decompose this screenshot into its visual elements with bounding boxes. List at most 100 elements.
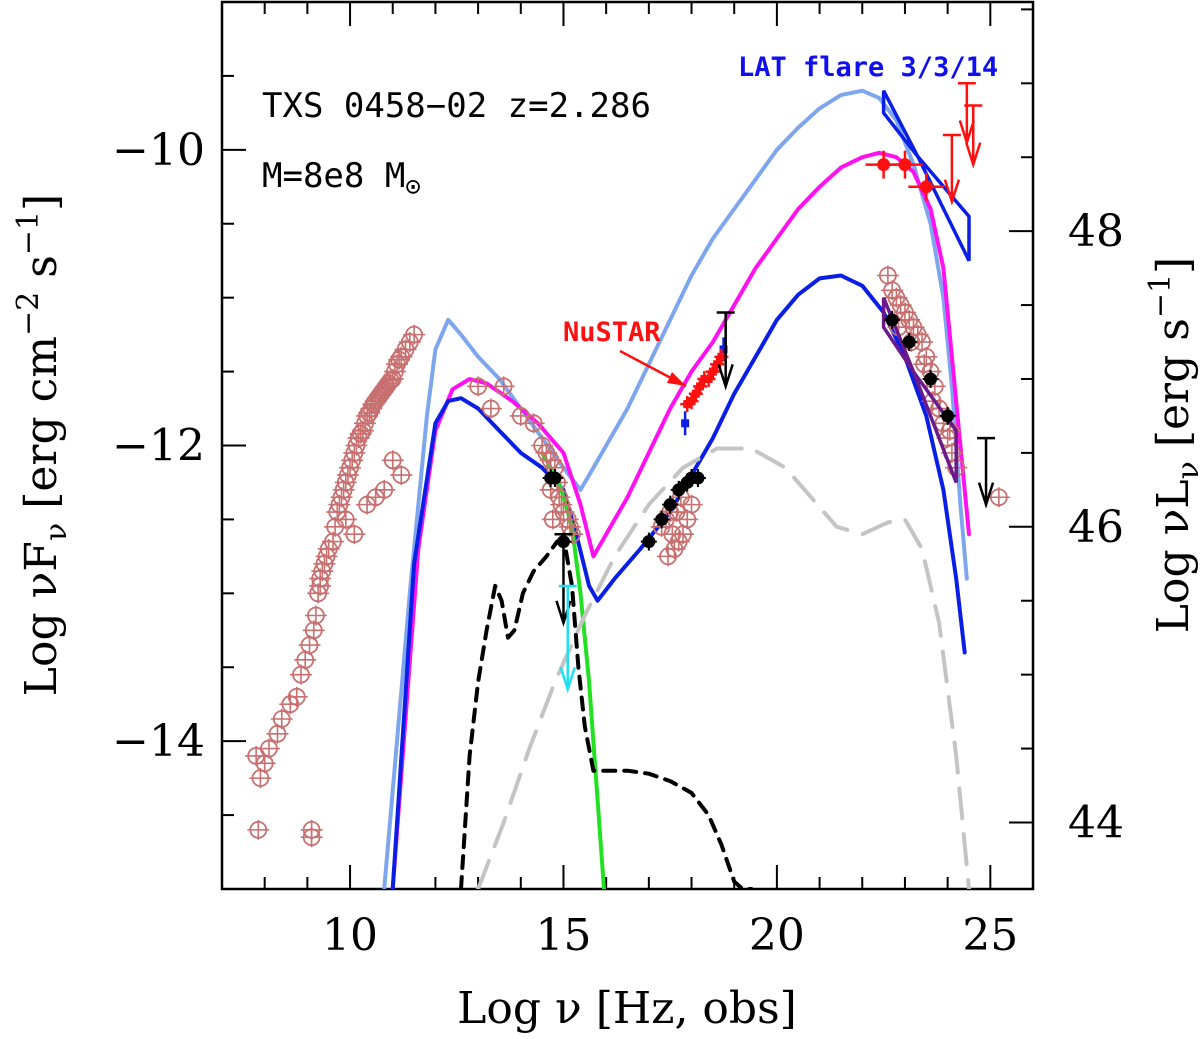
- archival-point: [469, 377, 488, 396]
- nustar-red-point: [708, 367, 717, 376]
- archival-point: [311, 577, 330, 595]
- right-tick-label: 44: [1068, 797, 1124, 848]
- left-label-sub: ν: [39, 523, 74, 541]
- nustar-blue-point: [719, 345, 728, 354]
- archival-point: [302, 828, 321, 847]
- nustar-red-point: [713, 360, 722, 369]
- archival-point: [364, 395, 383, 414]
- x-tick-label: 20: [749, 910, 805, 961]
- axis-ticks: [221, 1, 1034, 890]
- archival-point: [287, 687, 306, 706]
- left-label-end: ]: [16, 194, 67, 211]
- nustar-red-point: [687, 397, 696, 406]
- left-label-units: [erg cm: [16, 336, 67, 509]
- model-flare-magenta: [390, 150, 971, 889]
- upper-limit-head: [943, 179, 961, 206]
- upper-limit-head: [977, 482, 995, 509]
- upper-limit-arrows: [554, 82, 996, 694]
- left-y-axis-label: Log νFν [erg cm−2 s−1]: [11, 194, 74, 696]
- source-annotation: TXS 0458−02 z=2.286: [262, 86, 651, 126]
- nustar-annotation: NuSTAR: [563, 317, 661, 348]
- x-tick-label: 25: [962, 910, 1018, 961]
- upper-limit-head: [717, 363, 734, 391]
- left-label-mid: s: [16, 255, 67, 292]
- archival-point: [405, 325, 423, 344]
- plot-frame: [220, 0, 1035, 891]
- archival-point: [381, 371, 400, 390]
- model-low-state: [390, 273, 967, 889]
- right-label-sub: ν: [1171, 461, 1200, 479]
- archival-point: [336, 510, 355, 529]
- mass-symbol: ⊙: [405, 172, 421, 202]
- archival-point: [368, 389, 387, 408]
- right-label-prefix: Log νL: [1148, 479, 1199, 633]
- black-point: [885, 313, 899, 327]
- nustar-pointer-head: [667, 372, 686, 386]
- right-label-units: [erg s: [1148, 318, 1199, 447]
- archival-point: [272, 710, 291, 728]
- black-point: [655, 512, 669, 526]
- archival-point: [989, 488, 1008, 507]
- archival-point: [543, 510, 562, 529]
- mass-annotation: M=8e8 M⊙: [262, 156, 421, 202]
- left-label-prefix: Log νF: [16, 541, 67, 696]
- x-tick-label: 10: [322, 910, 378, 961]
- archival-point: [373, 383, 391, 402]
- archival-point: [249, 820, 268, 839]
- nustar-red-point: [717, 352, 726, 361]
- lat-average-bowtie: [881, 297, 958, 484]
- nustar-red-point: [704, 374, 713, 383]
- black-point: [941, 409, 955, 423]
- black-point: [691, 471, 705, 485]
- data-points: [245, 89, 1010, 848]
- right-tick-label: 48: [1068, 206, 1124, 257]
- right-y-axis-label: Log νLν [erg s−1]: [1143, 257, 1200, 633]
- red-flare-point: [898, 158, 912, 172]
- archival-point: [307, 606, 325, 625]
- archival-point: [351, 424, 370, 443]
- archival-point: [524, 414, 543, 433]
- archival-point: [659, 547, 677, 566]
- y-tick-label: −14: [112, 716, 205, 767]
- left-label-exp1: −2: [11, 292, 46, 336]
- left-label-exp2: −1: [11, 211, 46, 255]
- nustar-red-point: [691, 389, 700, 398]
- upper-limit-head: [559, 667, 576, 694]
- archival-point: [383, 451, 402, 470]
- black-point: [902, 335, 916, 349]
- archival-point: [345, 525, 364, 544]
- nustar-red-point: [683, 400, 692, 409]
- nustar-blue-point: [681, 419, 690, 428]
- archival-point: [304, 621, 323, 640]
- lat-flare-bowtie: [881, 89, 971, 262]
- archival-point: [494, 377, 513, 396]
- x-axis-label: Log ν [Hz, obs]: [457, 983, 797, 1034]
- archival-point: [482, 399, 500, 418]
- archival-point: [366, 392, 385, 411]
- archival-point: [390, 350, 409, 369]
- right-label-exp: −1: [1143, 274, 1178, 318]
- lat-flare-annotation: LAT flare 3/3/14: [738, 52, 998, 83]
- y-tick-label: −12: [112, 421, 205, 472]
- tick-labels: 10 15 20 25 −14 −12 −10 44 46 48: [112, 125, 1124, 961]
- right-tick-label: 46: [1068, 502, 1124, 553]
- black-point: [663, 498, 677, 512]
- nustar-red-point: [696, 382, 705, 391]
- disk-corona-torus: [459, 539, 754, 889]
- archival-point: [371, 386, 389, 405]
- upper-limit-head: [965, 142, 982, 169]
- black-point: [672, 483, 686, 497]
- red-flare-point: [919, 180, 933, 194]
- black-point: [548, 471, 562, 485]
- x-tick-label: 15: [535, 910, 591, 961]
- archival-point: [392, 466, 411, 484]
- archival-point: [324, 532, 342, 551]
- y-tick-label: −10: [112, 125, 205, 176]
- archival-point: [915, 355, 934, 374]
- mass-text: M=8e8 M: [262, 156, 405, 196]
- archival-point: [375, 480, 394, 499]
- right-label-end: ]: [1148, 257, 1199, 274]
- red-flare-point: [877, 158, 891, 172]
- black-point: [924, 372, 938, 386]
